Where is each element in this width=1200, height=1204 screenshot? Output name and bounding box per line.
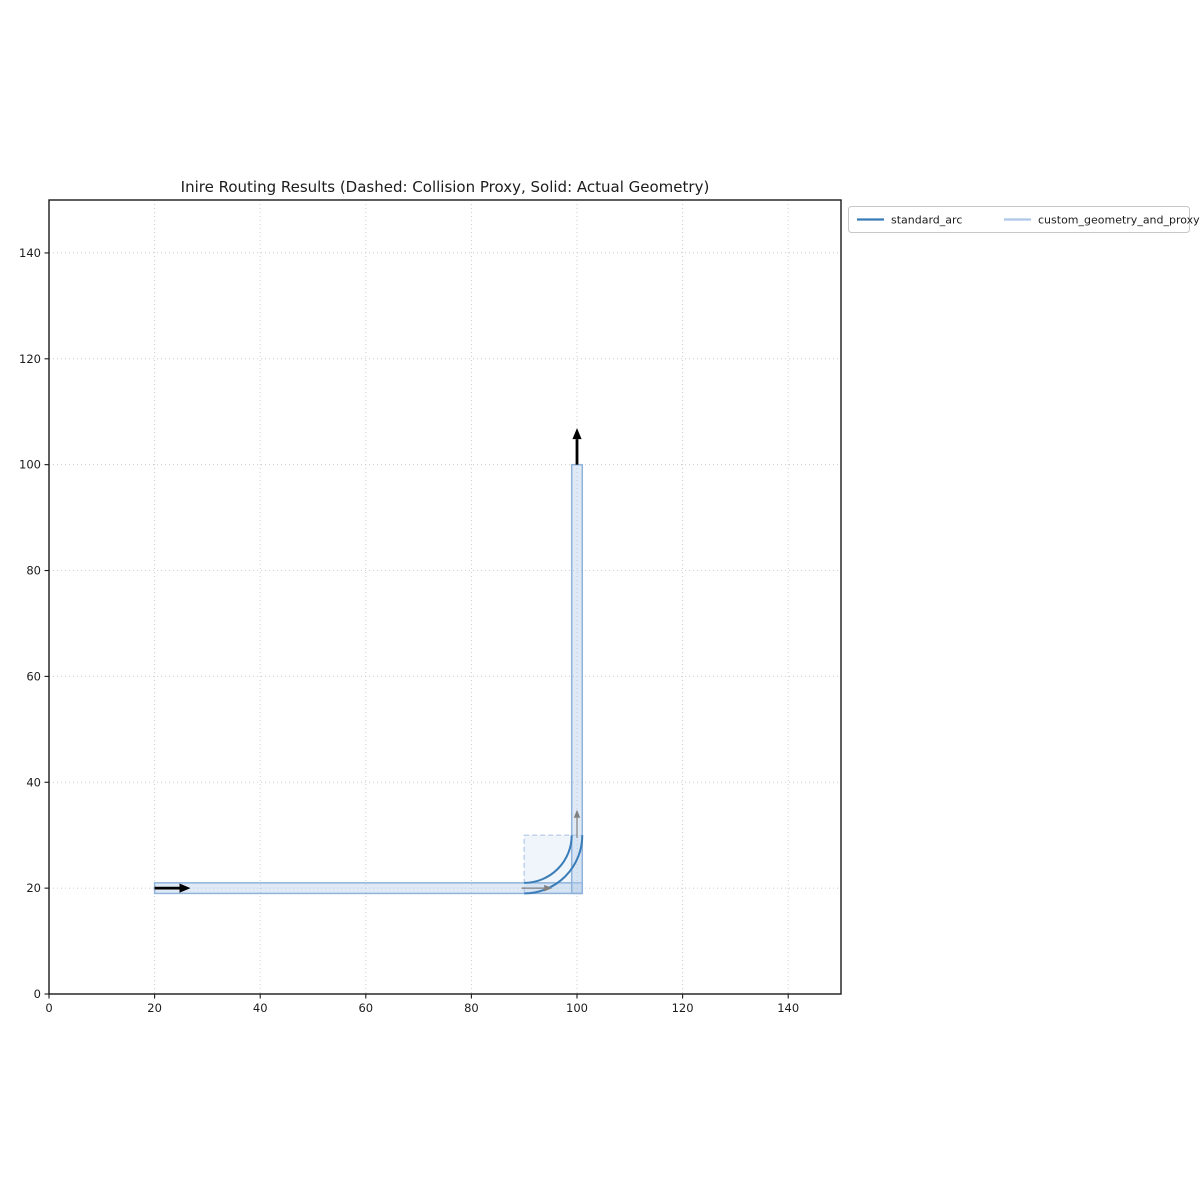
y-tick-label: 20 bbox=[26, 881, 41, 895]
x-tick-label: 120 bbox=[672, 1001, 694, 1015]
y-tick-label: 60 bbox=[26, 669, 41, 683]
y-tick-label: 40 bbox=[26, 775, 41, 789]
grid-layer bbox=[49, 200, 841, 994]
x-tick-label: 140 bbox=[777, 1001, 799, 1015]
y-tick-label: 0 bbox=[34, 987, 41, 1001]
y-tick-label: 140 bbox=[19, 246, 41, 260]
y-tick-label: 120 bbox=[19, 352, 41, 366]
legend-label-0: standard_arc bbox=[891, 214, 962, 227]
x-tick-label: 60 bbox=[358, 1001, 373, 1015]
axes-layer: 0 20 40 60 80 100 120 140 0 20 40 60 80 100 120 140 bbox=[19, 246, 799, 1015]
route-geometry-layer bbox=[155, 428, 583, 893]
x-tick-label: 20 bbox=[147, 1001, 162, 1015]
custom-geometry-band-horizontal bbox=[155, 883, 583, 894]
x-tick-label: 0 bbox=[45, 1001, 52, 1015]
route-end-arrow-head-icon bbox=[572, 428, 581, 439]
y-tick-label: 100 bbox=[19, 458, 41, 472]
legend-label-1: custom_geometry_and_proxy bbox=[1038, 214, 1200, 227]
x-tick-label: 80 bbox=[464, 1001, 479, 1015]
plot-border bbox=[49, 200, 841, 994]
legend: standard_arc custom_geometry_and_proxy bbox=[849, 207, 1200, 233]
plot-title: Inire Routing Results (Dashed: Collision… bbox=[181, 178, 710, 196]
x-tick-label: 40 bbox=[253, 1001, 268, 1015]
y-tick-label: 80 bbox=[26, 564, 41, 578]
x-tick-label: 100 bbox=[566, 1001, 588, 1015]
